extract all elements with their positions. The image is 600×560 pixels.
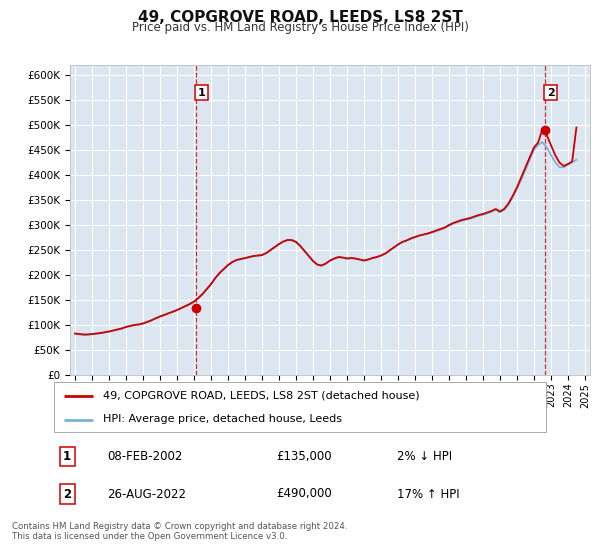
Text: 2: 2 [547,87,554,97]
Text: £490,000: £490,000 [276,488,332,501]
Text: 49, COPGROVE ROAD, LEEDS, LS8 2ST: 49, COPGROVE ROAD, LEEDS, LS8 2ST [137,10,463,25]
Text: 2% ↓ HPI: 2% ↓ HPI [397,450,452,463]
Text: 1: 1 [198,87,206,97]
Text: £135,000: £135,000 [276,450,331,463]
Text: Price paid vs. HM Land Registry's House Price Index (HPI): Price paid vs. HM Land Registry's House … [131,21,469,34]
Text: 1: 1 [63,450,71,463]
Text: HPI: Average price, detached house, Leeds: HPI: Average price, detached house, Leed… [103,414,342,424]
Text: 2: 2 [63,488,71,501]
Text: Contains HM Land Registry data © Crown copyright and database right 2024.
This d: Contains HM Land Registry data © Crown c… [12,522,347,542]
Text: 17% ↑ HPI: 17% ↑ HPI [397,488,460,501]
Text: 08-FEB-2002: 08-FEB-2002 [107,450,182,463]
Text: 49, COPGROVE ROAD, LEEDS, LS8 2ST (detached house): 49, COPGROVE ROAD, LEEDS, LS8 2ST (detac… [103,391,420,401]
Text: 26-AUG-2022: 26-AUG-2022 [107,488,186,501]
